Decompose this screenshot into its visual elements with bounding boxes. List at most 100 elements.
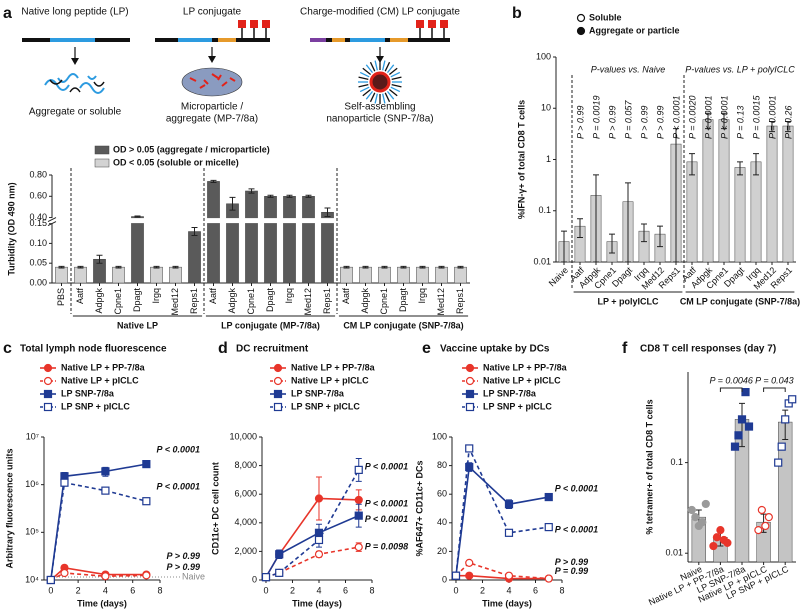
legend-label: OD > 0.05 (aggregate / microparticle): [113, 144, 270, 154]
error-bar: [400, 265, 407, 269]
bar: [718, 119, 730, 263]
data-point: [730, 442, 740, 451]
legend-marker: [43, 376, 53, 386]
panel-letter: e: [422, 340, 431, 357]
bar: [378, 266, 391, 284]
data-point: [465, 444, 474, 453]
group-label: CM LP conjugate (SNP-7/8a): [680, 296, 800, 306]
legend-label: LP SNP + pICLC: [483, 401, 552, 411]
x-tick-label: Dpagt: [265, 288, 275, 313]
group-label: LP conjugate (MP-7/8a): [221, 320, 320, 330]
x-tick-label: Reps1: [189, 288, 199, 314]
bar: [74, 266, 87, 284]
microparticle: [181, 67, 243, 97]
p-value: P > 0.99: [639, 106, 649, 139]
nanoparticle-spike: [362, 88, 372, 97]
y-axis-label: Arbitrary fluorescence units: [4, 448, 14, 568]
error-bar: [782, 409, 789, 440]
tlr-agonist: [428, 20, 436, 28]
x-tick-label: 8: [369, 585, 374, 595]
p-value: P > 0.99: [167, 551, 200, 561]
x-tick-label: Cpne1: [246, 288, 256, 315]
error-bar: [381, 265, 388, 269]
error-bar: [324, 207, 331, 218]
nanoparticle-spike: [391, 84, 402, 88]
data-point: [275, 568, 284, 577]
nanoparticle-spike: [358, 84, 369, 88]
nanoparticle-spike: [391, 76, 402, 80]
legend-marker: [465, 363, 475, 373]
schematic-caption: Self-assembling: [344, 102, 415, 113]
error-bar: [737, 161, 743, 176]
data-point: [504, 500, 514, 509]
y-tick-label: 0.40: [29, 212, 47, 222]
p-value: P = 0.26: [783, 106, 793, 139]
nanoparticle-spike: [382, 60, 386, 71]
error-bar: [739, 402, 745, 448]
error-bar: [769, 121, 775, 133]
x-axis-label: Time (days): [292, 598, 342, 608]
nanoparticle-spike: [359, 86, 370, 93]
y-tick-label: 100: [432, 431, 447, 441]
y-tick-label: 80: [437, 460, 447, 470]
series-line: [50, 572, 147, 581]
legend-marker: [273, 402, 283, 412]
error-bar: [362, 265, 369, 269]
x-tick-label: Aatf: [208, 288, 218, 305]
error-bar: [721, 112, 727, 130]
nanoparticle-shell: [358, 60, 402, 104]
schematic-title: LP conjugate: [183, 7, 242, 18]
error-bar: [96, 254, 103, 264]
legend-label: LP SNP-7/8a: [291, 388, 345, 398]
tlr-agonist: [416, 20, 424, 28]
error-bar: [577, 218, 583, 239]
nanoparticle-spike: [388, 67, 398, 76]
nanoparticle-spike: [374, 60, 378, 71]
p-value: P > 0.99: [555, 557, 588, 567]
data-point: [101, 467, 110, 476]
data-point: [314, 550, 324, 559]
group-label: CM LP conjugate (SNP-7/8a): [343, 320, 463, 330]
error-bar: [153, 265, 160, 269]
nanoparticle-spike: [365, 64, 374, 74]
bar: [245, 190, 258, 284]
y-tick-label: 6,000: [234, 489, 257, 499]
bar: [686, 161, 698, 263]
x-tick-label: Med12: [303, 288, 313, 316]
x-tick-label: 2: [290, 585, 295, 595]
nanoparticle-spike: [384, 92, 391, 103]
chart-title: DC recruitment: [236, 344, 309, 355]
legend-label: LP SNP-7/8a: [483, 388, 537, 398]
error-bar: [641, 223, 647, 243]
data-point: [544, 574, 553, 583]
aggregate: [49, 79, 105, 93]
series-line: [265, 514, 360, 578]
legend-marker: [43, 402, 53, 412]
error-bar: [609, 233, 615, 254]
y-tick-label: 10⁶: [25, 479, 39, 489]
data-point: [716, 525, 725, 535]
linker: [241, 28, 267, 40]
bar: [112, 266, 125, 284]
x-tick-label: 0: [453, 585, 458, 595]
group-label: Native LP: [117, 320, 158, 330]
p-value: P = 0.99: [555, 566, 588, 576]
bar: [766, 125, 778, 263]
legend-marker: [576, 26, 586, 36]
data-point: [142, 571, 151, 580]
data-point: [504, 571, 514, 580]
bar: [283, 196, 296, 284]
legend-label: LP SNP-7/8a: [61, 388, 115, 398]
legend-swatch: [94, 145, 110, 155]
legend-marker: [465, 389, 475, 399]
data-point: [777, 442, 786, 451]
y-tick-label: 1: [546, 154, 551, 164]
nanoparticle-spike: [369, 92, 376, 103]
y-tick-label: 10,000: [229, 431, 257, 441]
tlr-agonist: [250, 20, 258, 28]
panel-letter: f: [622, 340, 628, 357]
data-point: [60, 568, 69, 578]
y-tick-label: 10: [541, 103, 551, 113]
data-point: [737, 415, 747, 424]
